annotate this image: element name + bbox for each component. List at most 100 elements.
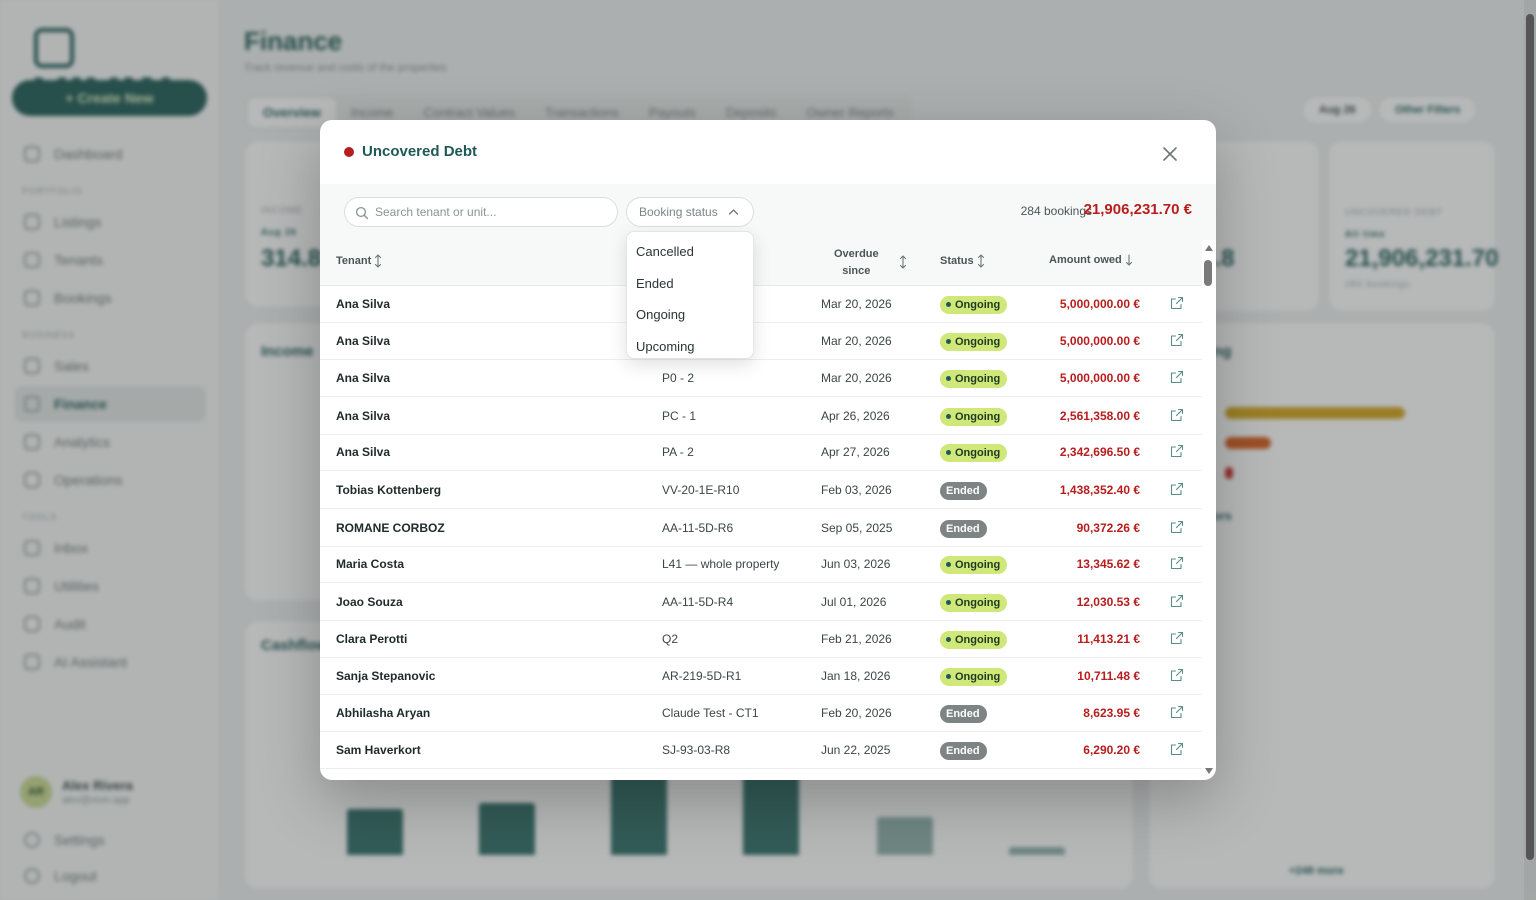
sidebar-item-logout[interactable]: Logout <box>14 858 214 894</box>
overdue-since-date: Feb 20, 2026 <box>821 706 892 720</box>
tab-contract-values[interactable]: Contract Values <box>423 105 515 120</box>
period-button[interactable]: Aug 26 <box>1302 96 1373 124</box>
more-link[interactable]: +248 more <box>1289 865 1344 877</box>
other-filters-button[interactable]: Other Filters <box>1378 96 1478 124</box>
sidebar-item-operations[interactable]: Operations <box>14 462 206 498</box>
external-link-icon[interactable] <box>1170 631 1184 645</box>
external-link-icon[interactable] <box>1170 556 1184 570</box>
status-badge: Ongoing <box>940 444 1008 462</box>
col-overdue-since[interactable]: Overdue since <box>834 248 879 277</box>
search-icon <box>355 206 369 220</box>
external-link-icon[interactable] <box>1170 594 1184 608</box>
external-link-icon[interactable] <box>1170 370 1184 384</box>
booking-status-filter[interactable]: Booking status <box>626 197 754 227</box>
tab-payouts[interactable]: Payouts <box>648 105 696 120</box>
external-link-icon[interactable] <box>1170 705 1184 719</box>
status-option-ongoing[interactable]: Ongoing <box>636 307 686 322</box>
external-link-icon[interactable] <box>1170 520 1184 534</box>
sidebar-item-finance[interactable]: Finance <box>14 386 206 422</box>
tenant-name: Tobias Kottenberg <box>336 483 442 497</box>
scroll-down-icon[interactable] <box>1205 768 1213 774</box>
unit-name: PA - 2 <box>662 445 694 459</box>
col-status[interactable]: Status <box>940 254 985 268</box>
unit-name: PC - 1 <box>662 409 697 423</box>
aging-bar <box>1225 407 1405 419</box>
external-link-icon[interactable] <box>1170 482 1184 496</box>
cashflow-bar <box>347 809 403 855</box>
table-row[interactable]: Clara Perotti Q2 Feb 21, 2026 Ongoing 11,413… <box>320 621 1202 658</box>
user-profile[interactable]: AR Alex Rivera alex@vivin.app <box>20 776 133 808</box>
table-row[interactable]: Abhilasha Aryan Claude Test - CT1 Feb 20, … <box>320 695 1202 732</box>
sidebar-item-listings[interactable]: Listings <box>14 204 206 240</box>
table-row[interactable]: Ana Silva P0 - 2 Mar 20, 2026 Ongoing 5,000,… <box>320 360 1202 397</box>
tab-overview[interactable]: Overview <box>248 98 336 127</box>
external-link-icon[interactable] <box>1170 333 1184 347</box>
table-row[interactable]: Ana Silva PA - 2 Apr 27, 2026 Ongoing 2,342,… <box>320 434 1202 471</box>
status-badge: Ongoing <box>940 333 1008 351</box>
table-row[interactable]: Maria Costa L41 — whole property Jun 03, 2… <box>320 546 1202 583</box>
booking-status-label: Booking status <box>639 205 718 219</box>
external-link-icon[interactable] <box>1170 668 1184 682</box>
unit-name: P0 - 2 <box>662 371 695 385</box>
cashflow-bar <box>1009 847 1065 855</box>
table-row[interactable]: Sanja Stepanovic AR-219-5D-R1 Jan 18, 2026… <box>320 658 1202 695</box>
unit-name: L41 — whole property <box>662 557 780 571</box>
modal-scrollbar[interactable] <box>1202 240 1216 780</box>
external-link-icon[interactable] <box>1170 444 1184 458</box>
table-row[interactable]: Ana Silva Mar 20, 2026 Ongoing 5,000,000.00… <box>320 323 1202 360</box>
tab-owner-reports[interactable]: Owner Reports <box>806 105 894 120</box>
sidebar-item-utilities[interactable]: Utilities <box>14 568 206 604</box>
tenant-name: Ana Silva <box>336 409 391 423</box>
debt-indicator-dot <box>344 147 354 157</box>
overdue-since-date: Jun 22, 2025 <box>821 743 891 757</box>
table-row[interactable]: Sam Haverkort SJ-93-03-R8 Jun 22, 2025 Ende… <box>320 732 1202 769</box>
booking-status-dropdown: Cancelled Ended Ongoing Upcoming <box>626 231 754 359</box>
external-link-icon[interactable] <box>1170 742 1184 756</box>
unit-name: AA-11-5D-R6 <box>662 521 734 535</box>
page-scrollbar[interactable] <box>1524 0 1536 900</box>
sidebar-item-dashboard[interactable]: Dashboard <box>14 136 206 172</box>
external-link-icon[interactable] <box>1170 408 1184 422</box>
close-button[interactable] <box>1158 142 1182 166</box>
table-row[interactable]: Ana Silva PC - 1 Apr 26, 2026 Ongoing 2,561,… <box>320 398 1202 435</box>
table-row[interactable]: ROMANE CORBOZ AA-11-5D-R6 Sep 05, 2025 Ende… <box>320 510 1202 547</box>
external-link-icon[interactable] <box>1170 296 1184 310</box>
user-email: alex@vivin.app <box>62 795 130 806</box>
tab-transactions[interactable]: Transactions <box>545 105 619 120</box>
analytics-icon <box>24 434 40 450</box>
tab-income[interactable]: Income <box>350 105 394 120</box>
scroll-up-icon[interactable] <box>1205 245 1213 251</box>
audit-icon <box>24 616 40 632</box>
sidebar-item-inbox[interactable]: Inbox <box>14 530 206 566</box>
table-row[interactable]: Ana Silva Mar 20, 2026 Ongoing 5,000,000.00… <box>320 286 1202 323</box>
tenant-name: Joao Souza <box>336 595 403 609</box>
kpi-card-uncovered-debt[interactable]: UNCOVERED DEBT All time 21,906,231.70 28… <box>1328 140 1498 312</box>
table-row[interactable]: Tobias Kottenberg VV-20-1E-R10 Feb 03, 202… <box>320 472 1202 509</box>
table-row[interactable]: Joao Souza AA-11-5D-R4 Jul 01, 2026 Ongoing… <box>320 584 1202 621</box>
amount-owed: 8,623.95 € <box>1083 706 1140 720</box>
create-new-button[interactable]: + Create New <box>12 80 207 116</box>
sidebar-item-bookings[interactable]: Bookings <box>14 280 206 316</box>
page-scrollbar-thumb[interactable] <box>1526 14 1534 860</box>
sidebar-item-ai-assistant[interactable]: AI Assistant <box>14 644 206 680</box>
sort-icon[interactable] <box>899 255 907 269</box>
overdue-since-date: Apr 27, 2026 <box>821 445 890 459</box>
sidebar-item-analytics[interactable]: Analytics <box>14 424 206 460</box>
sidebar-item-audit[interactable]: Audit <box>14 606 206 642</box>
sidebar-item-tenants[interactable]: Tenants <box>14 242 206 278</box>
close-icon <box>1163 147 1177 161</box>
sidebar-item-sales[interactable]: Sales <box>14 348 206 384</box>
amount-owed: 5,000,000.00 € <box>1059 371 1140 385</box>
overdue-since-date: Feb 03, 2026 <box>821 483 892 497</box>
modal-scrollbar-thumb[interactable] <box>1204 260 1212 286</box>
col-amount-owed[interactable]: Amount owed <box>1049 254 1133 266</box>
status-option-cancelled[interactable]: Cancelled <box>636 244 694 259</box>
tenant-name: Sam Haverkort <box>336 743 421 757</box>
tab-deposits[interactable]: Deposits <box>725 105 777 120</box>
status-option-upcoming[interactable]: Upcoming <box>636 338 695 354</box>
sidebar-item-settings[interactable]: Settings <box>14 822 214 858</box>
status-option-ended[interactable]: Ended <box>636 275 674 291</box>
col-tenant[interactable]: Tenant <box>336 254 382 268</box>
unit-name: Q2 <box>662 632 679 646</box>
search-input[interactable] <box>375 198 611 226</box>
